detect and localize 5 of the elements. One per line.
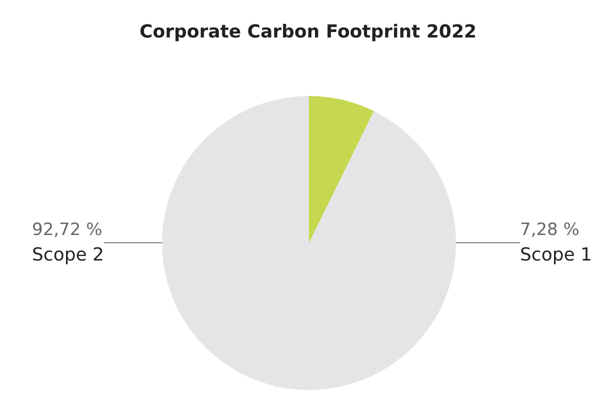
slice-label: Scope 2 [32, 244, 104, 266]
data-label: 92,72 % [32, 220, 102, 240]
slice-label: Scope 1 [520, 244, 592, 266]
chart-title: Corporate Carbon Footprint 2022 [140, 22, 476, 42]
data-label: 7,28 % [520, 220, 580, 240]
